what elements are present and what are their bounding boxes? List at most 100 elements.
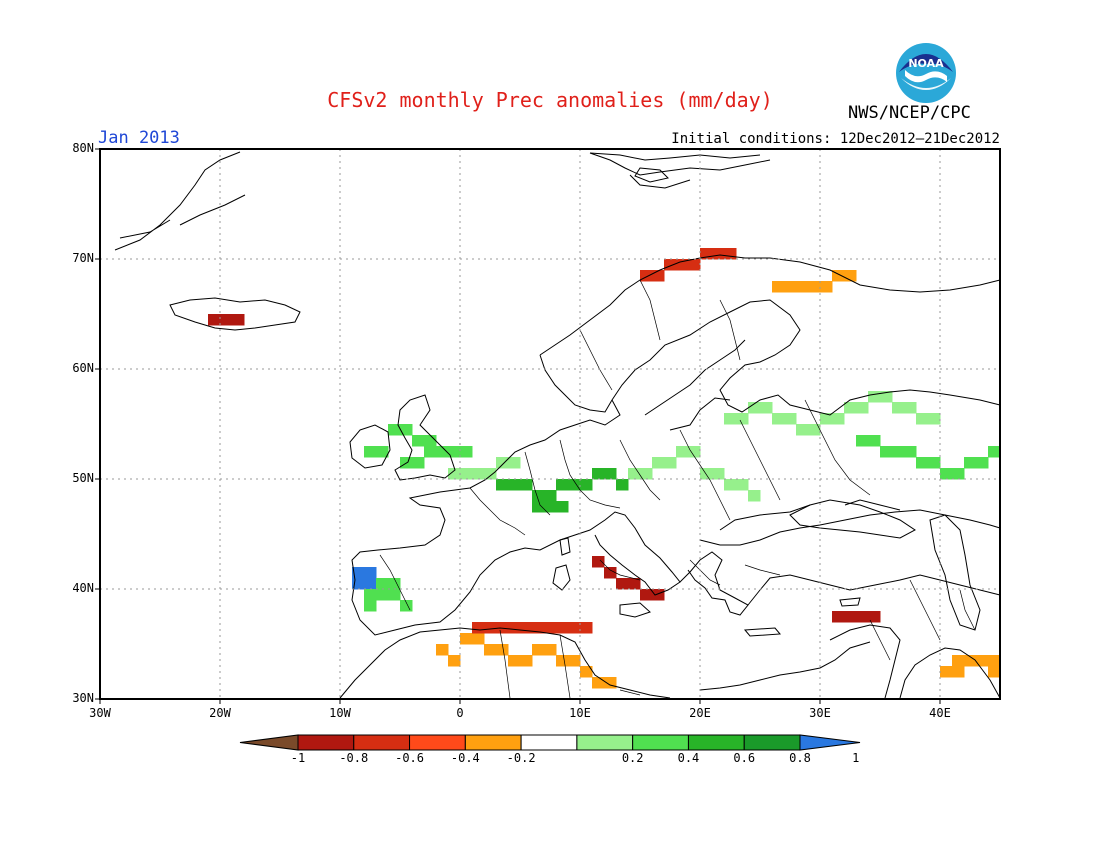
colorbar-label: 0.2: [621, 751, 644, 765]
anomaly-cell-portugal-blue: [352, 567, 365, 579]
anomaly-cell-russia-light: [748, 402, 761, 414]
map-title: CFSv2 monthly Prec anomalies (mm/day): [327, 88, 773, 112]
anomaly-cell-middle-east-dry: [988, 666, 1001, 678]
anomaly-cell-uk-wet: [424, 435, 437, 447]
anomaly-cell-n-africa-dry: [604, 677, 617, 689]
anomaly-cell-central-europe-wet: [568, 479, 581, 491]
anomaly-cell-russia-light: [820, 413, 833, 425]
lon-label: 20W: [209, 706, 231, 720]
anomaly-cell-norway-dry: [712, 248, 725, 260]
anomaly-cell-finland-dry: [796, 281, 809, 293]
noaa-logo: NOAA: [896, 43, 956, 103]
anomaly-cell-russia-light: [724, 413, 737, 425]
anomaly-cell-finland-dry: [772, 281, 785, 293]
colorbar-label: 0.8: [789, 751, 811, 765]
anomaly-cell-russia-light: [736, 413, 749, 425]
colorbar-bin-under: [239, 734, 299, 751]
anomaly-cell-central-europe-wet: [532, 490, 545, 502]
colorbar-label: -0.6: [395, 751, 424, 765]
anomaly-cell-n-africa-dry: [472, 633, 485, 645]
anomaly-cell-central-europe-light: [484, 468, 497, 480]
anomaly-cell-russia-wet: [976, 457, 989, 469]
anomaly-cell-iberia-wet: [364, 600, 377, 612]
anomaly-cell-finland-dry: [808, 281, 821, 293]
anomaly-cell-central-europe-wet: [604, 468, 617, 480]
colorbar-label: 1: [852, 751, 860, 765]
anomaly-cell-middle-east-dry: [940, 666, 953, 678]
lon-label: 20E: [689, 706, 711, 720]
axis-ticks: [95, 148, 941, 704]
anomaly-cell-n-africa-dry: [556, 655, 569, 667]
colorbar-label: -1: [290, 751, 306, 765]
anomaly-cell-central-europe-light: [736, 479, 749, 491]
anomaly-cell-uk-wet: [460, 446, 473, 458]
anomaly-cell-russia-wet: [892, 446, 905, 458]
colorbar-bin: [353, 734, 411, 751]
initial-conditions: Initial conditions: 12Dec2012–21Dec2012: [671, 131, 1000, 147]
anomaly-cell-central-europe-light: [472, 468, 485, 480]
anomaly-cell-russia-wet: [856, 435, 869, 447]
anomaly-cell-italy-dry: [592, 556, 605, 568]
anomaly-cell-russia-wet: [916, 457, 929, 469]
anomaly-cell-central-europe-light: [664, 457, 677, 469]
anomaly-cell-russia-light: [856, 402, 869, 414]
anomaly-cell-n-africa-dry: [448, 655, 461, 667]
anomaly-cell-iberia-wet: [364, 589, 377, 601]
anomaly-cell-turkey-dry: [832, 611, 845, 623]
anomaly-cell-n-africa-dry: [484, 644, 497, 656]
anomaly-cell-tunisia-red: [556, 622, 569, 634]
anomaly-cell-russia-light: [832, 413, 845, 425]
anomaly-cell-central-europe-light: [508, 457, 521, 469]
anomaly-cells: [208, 248, 1001, 689]
anomaly-cell-uk-wet: [364, 446, 377, 458]
anomaly-cell-russia-light: [904, 402, 917, 414]
anomaly-cell-n-africa-dry: [532, 644, 545, 656]
anomaly-cell-uk-wet: [448, 446, 461, 458]
anomaly-cell-n-africa-dry: [568, 655, 581, 667]
lon-label: 30W: [89, 706, 111, 720]
anomaly-cell-tunisia-red: [472, 622, 485, 634]
anomaly-cell-norway-dry: [664, 259, 677, 271]
anomaly-cell-n-africa-dry: [580, 666, 593, 678]
anomaly-cell-tunisia-red: [484, 622, 497, 634]
anomaly-cell-italy-dry: [628, 578, 641, 590]
grid-lines: [100, 149, 1000, 699]
anomaly-cell-russia-light: [928, 413, 941, 425]
anomaly-cell-norway-dry: [652, 270, 665, 282]
anomaly-cell-finland-dry: [820, 281, 833, 293]
anomaly-cell-n-africa-dry: [436, 644, 449, 656]
anomaly-cell-norway-dry: [640, 270, 653, 282]
anomaly-cell-tunisia-red: [508, 622, 521, 634]
anomaly-cell-n-africa-dry: [520, 655, 533, 667]
anomaly-cell-n-africa-dry: [496, 644, 509, 656]
colorbar-label: -0.4: [450, 751, 480, 765]
colorbar-bin-over: [799, 734, 861, 751]
anomaly-cell-central-europe-light: [688, 446, 701, 458]
colorbar: [239, 734, 861, 751]
anomaly-cell-finland-dry: [784, 281, 797, 293]
anomaly-cell-uk-wet: [412, 435, 425, 447]
colorbar-label: -0.8: [339, 751, 369, 765]
anomaly-cell-n-africa-dry: [460, 633, 473, 645]
colorbar-bin: [464, 734, 522, 751]
anomaly-cell-central-europe-light: [748, 490, 761, 502]
anomaly-cell-turkey-dry: [856, 611, 869, 623]
anomaly-cell-middle-east-dry: [988, 655, 1001, 667]
anomaly-cell-finland-dry: [832, 270, 845, 282]
anomaly-cell-uk-wet: [436, 446, 449, 458]
anomaly-cell-russia-light: [844, 402, 857, 414]
colorbar-bin: [520, 734, 578, 751]
anomaly-cell-iceland-dry: [208, 314, 221, 326]
anomaly-cell-central-europe-wet: [532, 501, 545, 513]
anomaly-cell-central-europe-light: [628, 468, 641, 480]
anomaly-cell-russia-light: [760, 402, 773, 414]
anomaly-cell-russia-light: [880, 391, 893, 403]
anomaly-cell-norway-dry: [688, 259, 701, 271]
anomaly-cell-russia-wet: [940, 468, 953, 480]
anomaly-cell-central-europe-light: [640, 468, 653, 480]
lon-label: 10W: [329, 706, 351, 720]
anomaly-cell-tunisia-red: [580, 622, 593, 634]
anomaly-cell-russia-wet: [964, 457, 977, 469]
anomaly-cell-russia-light: [868, 391, 881, 403]
